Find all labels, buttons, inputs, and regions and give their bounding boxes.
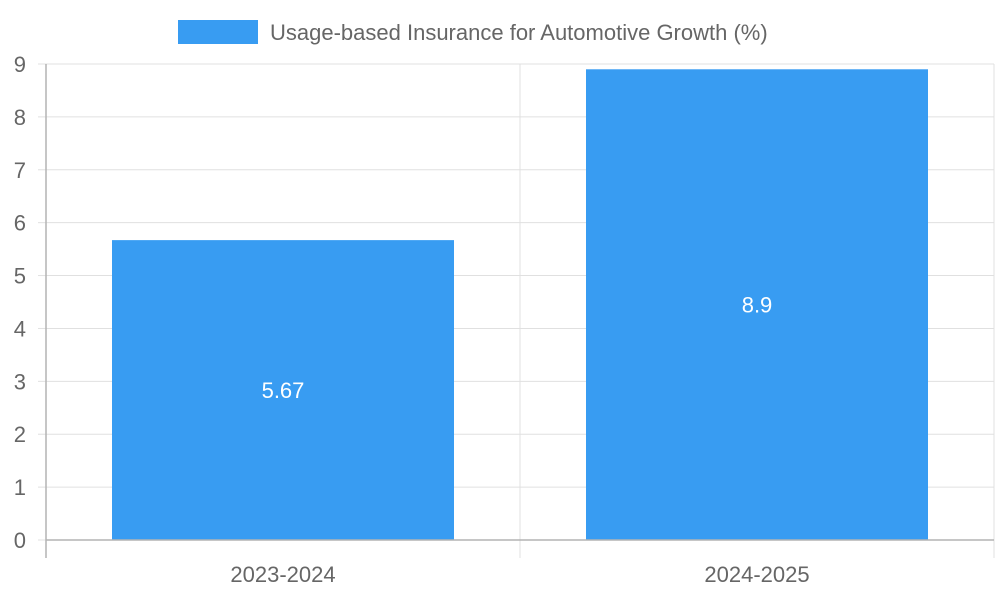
- bar[interactable]: [112, 240, 454, 540]
- axes: [45, 64, 994, 558]
- x-tick-label: 2023-2024: [230, 562, 335, 587]
- data-label: 8.9: [742, 293, 773, 318]
- legend-label: Usage-based Insurance for Automotive Gro…: [270, 20, 768, 45]
- legend[interactable]: Usage-based Insurance for Automotive Gro…: [178, 20, 768, 45]
- bars: [112, 69, 928, 541]
- y-tick-label: 1: [14, 475, 26, 500]
- y-tick-label: 6: [14, 211, 26, 236]
- x-tick-label: 2024-2025: [704, 562, 809, 587]
- y-tick-label: 8: [14, 105, 26, 130]
- bar[interactable]: [586, 69, 928, 541]
- data-labels: 5.67 8.9: [262, 293, 773, 403]
- y-tick-label: 5: [14, 264, 26, 289]
- y-tick-label: 2: [14, 422, 26, 447]
- legend-swatch: [178, 20, 258, 44]
- x-axis-ticks: 2023-2024 2024-2025: [230, 562, 809, 587]
- y-axis-ticks: 0 1 2 3 4 5 6 7 8 9: [14, 52, 46, 553]
- y-tick-label: 3: [14, 369, 26, 394]
- data-label: 5.67: [262, 378, 305, 403]
- y-tick-label: 4: [14, 316, 26, 341]
- y-tick-label: 7: [14, 158, 26, 183]
- y-tick-label: 0: [14, 528, 26, 553]
- y-tick-label: 9: [14, 52, 26, 77]
